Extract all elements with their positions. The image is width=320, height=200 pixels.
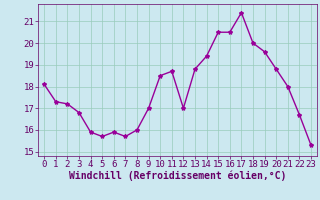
X-axis label: Windchill (Refroidissement éolien,°C): Windchill (Refroidissement éolien,°C) <box>69 171 286 181</box>
